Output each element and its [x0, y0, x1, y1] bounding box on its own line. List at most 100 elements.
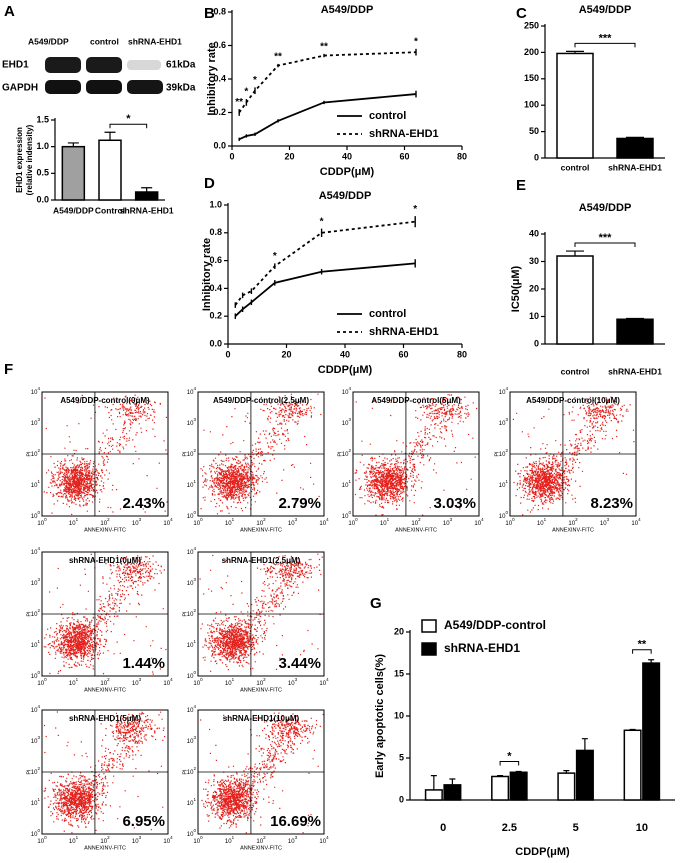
- panel-letter: G: [370, 595, 382, 612]
- x-tick-label: 104: [163, 517, 173, 526]
- tick-base: 10: [342, 390, 349, 396]
- panel-title: shRNA-EHD1(10μM): [223, 714, 300, 723]
- panel-title: shRNA-EHD1(2.5μM): [222, 556, 301, 565]
- y-tick-label: 102: [31, 448, 41, 457]
- tick-exp: 3: [607, 517, 610, 522]
- tick-base: 10: [31, 643, 38, 649]
- tick-exp: 0: [44, 835, 47, 840]
- tick-base: 10: [411, 521, 418, 527]
- tick-exp: 0: [200, 835, 203, 840]
- y-tick-label: 102: [187, 608, 197, 617]
- x-tick-label: 102: [100, 677, 110, 686]
- tick-exp: 2: [107, 517, 110, 522]
- y-tick-label: 100: [187, 510, 197, 519]
- error-bar: [449, 778, 456, 785]
- tick-exp: 3: [193, 577, 196, 582]
- cell-dots: [199, 553, 323, 672]
- tick-base: 10: [600, 521, 607, 527]
- bar: [98, 139, 122, 201]
- legend-label: shRNA-EHD1: [369, 128, 439, 140]
- x-tick-label: 10: [636, 822, 648, 834]
- legend-swatch: [421, 619, 437, 633]
- blot-bands: [45, 57, 163, 94]
- tick-base: 10: [225, 681, 232, 687]
- y-axis-label: PI: [26, 769, 32, 775]
- x-tick-label: 104: [319, 517, 329, 526]
- legend-label: A549/DDP-control: [444, 618, 546, 632]
- percent-label: 1.44%: [122, 655, 165, 672]
- tick-exp: 0: [193, 828, 196, 833]
- x-axis-label: ANNEXINV-FITC: [240, 845, 282, 851]
- tick-base: 10: [499, 421, 506, 427]
- x-tick-label: 102: [256, 517, 266, 526]
- x-tick-label: 104: [319, 835, 329, 844]
- y-tick-label: 15: [394, 668, 404, 678]
- cell-dots: [200, 712, 324, 834]
- y-tick-label: 0.2: [213, 107, 226, 117]
- y-tick-label: 250: [524, 20, 539, 30]
- error-bar: [141, 187, 153, 192]
- tick-base: 10: [31, 739, 38, 745]
- x-tick-label: 104: [319, 677, 329, 686]
- cell-dots: [43, 553, 167, 675]
- x-tick-label: 103: [132, 677, 142, 686]
- tick-base: 10: [187, 483, 194, 489]
- tick-base: 10: [31, 483, 38, 489]
- error-bar: [626, 317, 644, 320]
- y-tick-label: 10: [529, 311, 539, 321]
- tick-exp: 0: [37, 510, 40, 515]
- x-tick-label: shRNA-EHD1: [608, 366, 662, 376]
- tick-base: 10: [342, 421, 349, 427]
- panel-letter: E: [516, 177, 526, 194]
- tick-exp: 4: [638, 517, 641, 522]
- error-bar: [430, 775, 437, 790]
- tick-exp: 2: [263, 835, 266, 840]
- y-tick-label: 150: [524, 73, 539, 83]
- cell-dots: [354, 394, 478, 516]
- x-tick-label: A549/DDP: [53, 205, 94, 215]
- tick-exp: 2: [193, 608, 196, 613]
- panel-title: shRNA-EHD1(5μM): [69, 714, 141, 723]
- tick-base: 10: [225, 521, 232, 527]
- tick-exp: 2: [37, 608, 40, 613]
- x-tick-label: Control: [95, 205, 125, 215]
- tick-exp: 4: [37, 546, 40, 551]
- chart-title: A549/DDP: [319, 190, 372, 202]
- x-tick-label: 100: [37, 835, 47, 844]
- y-tick-label: 0.4: [213, 73, 226, 83]
- x-tick-label: 101: [69, 677, 79, 686]
- tick-exp: 2: [37, 766, 40, 771]
- tick-exp: 1: [193, 639, 196, 644]
- y-tick-label: 101: [187, 639, 197, 648]
- tick-base: 10: [187, 421, 194, 427]
- line: [234, 262, 416, 317]
- bar: [61, 145, 86, 201]
- tick-exp: 1: [37, 797, 40, 802]
- tick-exp: 4: [193, 546, 196, 551]
- tick-base: 10: [31, 708, 38, 714]
- percent-label: 2.79%: [278, 495, 321, 512]
- percent-label: 3.44%: [278, 655, 321, 672]
- tick-base: 10: [100, 521, 107, 527]
- y-tick-label: 20: [394, 626, 404, 636]
- cell-dots: [512, 396, 635, 516]
- band: [45, 80, 81, 94]
- y-tick-label: 0.5: [36, 168, 49, 178]
- y-tick-label: 100: [31, 828, 41, 837]
- x-tick-label: 104: [163, 677, 173, 686]
- tick-base: 10: [187, 801, 194, 807]
- error-bar: [581, 738, 588, 751]
- y-tick-label: 1.5: [36, 114, 49, 124]
- legend-label: shRNA-EHD1: [444, 641, 520, 655]
- significance-bracket: [632, 649, 652, 654]
- significance-bracket: [499, 760, 520, 766]
- bar: [623, 729, 642, 801]
- tick-exp: 2: [418, 517, 421, 522]
- tick-exp: 0: [37, 670, 40, 675]
- legend-label: control: [369, 110, 406, 122]
- tick-base: 10: [193, 681, 200, 687]
- y-tick-label: 103: [187, 417, 197, 426]
- y-tick-label: 100: [187, 828, 197, 837]
- annotation: *: [413, 204, 417, 215]
